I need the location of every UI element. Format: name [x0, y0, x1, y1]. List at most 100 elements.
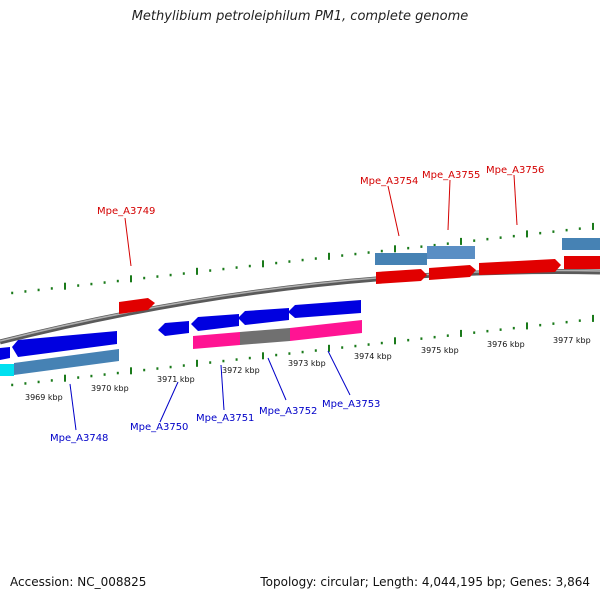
gene-label-mpe-a3756[interactable]: Mpe_A3756 [486, 165, 544, 176]
reverse-scale-minor-tick [103, 373, 106, 376]
genome-summary-text: Topology: circular; Length: 4,044,195 bp… [260, 575, 590, 589]
gene-label-mpe-a3752[interactable]: Mpe_A3752 [259, 406, 317, 417]
forward-scale-major-tick [460, 237, 462, 245]
forward-scale-minor-tick [11, 291, 14, 295]
forward-scale-major-tick [526, 230, 528, 238]
reverse-scale-minor-tick [420, 337, 423, 340]
reverse-scale-major-tick [64, 374, 66, 382]
forward-scale-minor-tick [539, 231, 542, 235]
forward-scale-minor-tick [578, 227, 581, 230]
gene-arrow-mpe-a3750[interactable] [158, 321, 189, 336]
forward-scale-major-tick [592, 222, 594, 230]
gene-label-mpe-a3753[interactable]: Mpe_A3753 [322, 399, 380, 410]
reverse-scale-minor-tick [499, 328, 502, 331]
cds-mpe-a3755[interactable] [427, 246, 475, 259]
reverse-scale-ticks [11, 314, 594, 387]
forward-scale-minor-tick [169, 273, 172, 277]
forward-scale-minor-tick [314, 257, 317, 260]
forward-scale-major-tick [262, 260, 264, 268]
forward-scale-minor-tick [50, 287, 53, 290]
reverse-scale-minor-tick [512, 326, 515, 330]
gene-arrow-mpe-a3752[interactable] [238, 308, 289, 325]
forward-scale-minor-tick [248, 264, 251, 268]
reverse-scale-minor-tick [169, 365, 172, 369]
reverse-scale-minor-tick [209, 361, 212, 364]
kbp-label-3976: 3976 kbp [487, 340, 525, 349]
gene-arrow-next[interactable] [564, 256, 600, 269]
kbp-label-3969: 3969 kbp [25, 393, 63, 402]
gene-label-mpe-a3754[interactable]: Mpe_A3754 [360, 176, 418, 187]
reverse-scale-minor-tick [433, 335, 436, 339]
reverse-scale-minor-tick [288, 352, 291, 355]
reverse-scale-minor-tick [275, 353, 278, 357]
forward-scale-minor-tick [367, 251, 370, 254]
kbp-label-3972: 3972 kbp [222, 366, 260, 375]
forward-scale-minor-tick [354, 252, 357, 256]
forward-scale-minor-tick [222, 267, 225, 271]
forward-genes [119, 238, 600, 314]
reverse-scale-major-tick [460, 329, 462, 337]
gene-arrow-mpe-a3756[interactable] [479, 259, 561, 275]
kbp-labels: 3969 kbp 3970 kbp 3971 kbp 3972 kbp 3973… [25, 336, 591, 402]
gene-label-mpe-a3748[interactable]: Mpe_A3748 [50, 433, 108, 444]
kbp-label-3971: 3971 kbp [157, 375, 195, 384]
kbp-label-3975: 3975 kbp [421, 346, 459, 355]
reverse-scale-minor-tick [354, 344, 357, 348]
reverse-genes [0, 300, 362, 376]
cds-mpe-a3754[interactable] [375, 253, 427, 265]
gene-label-mpe-a3749[interactable]: Mpe_A3749 [97, 206, 155, 217]
gene-arrow-mpe-a3754[interactable] [376, 269, 427, 284]
forward-scale-ticks [11, 222, 594, 295]
forward-scale-minor-tick [90, 282, 93, 286]
gene-arrow-mpe-a3748[interactable] [12, 331, 117, 357]
gene-label-mpe-a3755[interactable]: Mpe_A3755 [422, 170, 480, 181]
reverse-scale-minor-tick [578, 319, 581, 322]
cyan-feature[interactable] [0, 364, 14, 376]
rna-feature-b[interactable] [290, 320, 362, 341]
forward-scale-minor-tick [156, 275, 159, 278]
forward-scale-minor-tick [37, 288, 40, 292]
cds-mpe-a3748[interactable] [14, 349, 119, 375]
reverse-scale-minor-tick [341, 346, 344, 349]
reverse-scale-minor-tick [90, 374, 93, 378]
gene-label-mpe-a3751[interactable]: Mpe_A3751 [196, 413, 254, 424]
genome-title: Methylibium petroleiphilum PM1, complete… [131, 9, 469, 24]
gene-arrow-mpe-a3749[interactable] [119, 298, 155, 314]
gene-arrow-prev[interactable] [0, 347, 10, 360]
forward-scale-minor-tick [143, 276, 146, 280]
reverse-gene-callouts: Mpe_A3748 Mpe_A3750 Mpe_A3751 Mpe_A3752 … [50, 350, 380, 444]
reverse-scale-minor-tick [486, 329, 489, 333]
reverse-scale-minor-tick [552, 322, 555, 325]
gene-arrow-mpe-a3751[interactable] [191, 314, 239, 331]
reverse-scale-minor-tick [407, 338, 410, 342]
reverse-scale-major-tick [394, 337, 396, 345]
forward-scale-minor-tick [275, 261, 278, 265]
cds-next[interactable] [562, 238, 600, 250]
reverse-scale-minor-tick [248, 356, 251, 360]
misc-feature[interactable] [240, 328, 290, 345]
reverse-scale-major-tick [592, 314, 594, 322]
reverse-scale-minor-tick [565, 320, 568, 324]
reverse-scale-minor-tick [143, 368, 146, 372]
forward-scale-major-tick [130, 275, 132, 283]
forward-scale-minor-tick [301, 258, 304, 262]
forward-scale-minor-tick [499, 236, 502, 239]
gene-arrow-mpe-a3755[interactable] [429, 265, 476, 280]
forward-scale-minor-tick [380, 249, 383, 253]
gene-label-mpe-a3750[interactable]: Mpe_A3750 [130, 422, 188, 433]
accession-text: Accession: NC_008825 [10, 575, 147, 589]
reverse-scale-minor-tick [222, 359, 225, 363]
forward-scale-minor-tick [182, 272, 185, 275]
forward-scale-minor-tick [486, 237, 489, 241]
reverse-scale-minor-tick [11, 383, 14, 387]
forward-scale-minor-tick [565, 228, 568, 232]
rna-feature-a[interactable] [193, 332, 240, 349]
forward-scale-major-tick [394, 245, 396, 253]
gene-arrow-mpe-a3753[interactable] [288, 300, 361, 318]
reverse-scale-minor-tick [182, 364, 185, 367]
forward-scale-minor-tick [116, 279, 119, 283]
reverse-scale-major-tick [196, 359, 198, 367]
reverse-scale-minor-tick [367, 343, 370, 346]
reverse-scale-major-tick [130, 367, 132, 375]
